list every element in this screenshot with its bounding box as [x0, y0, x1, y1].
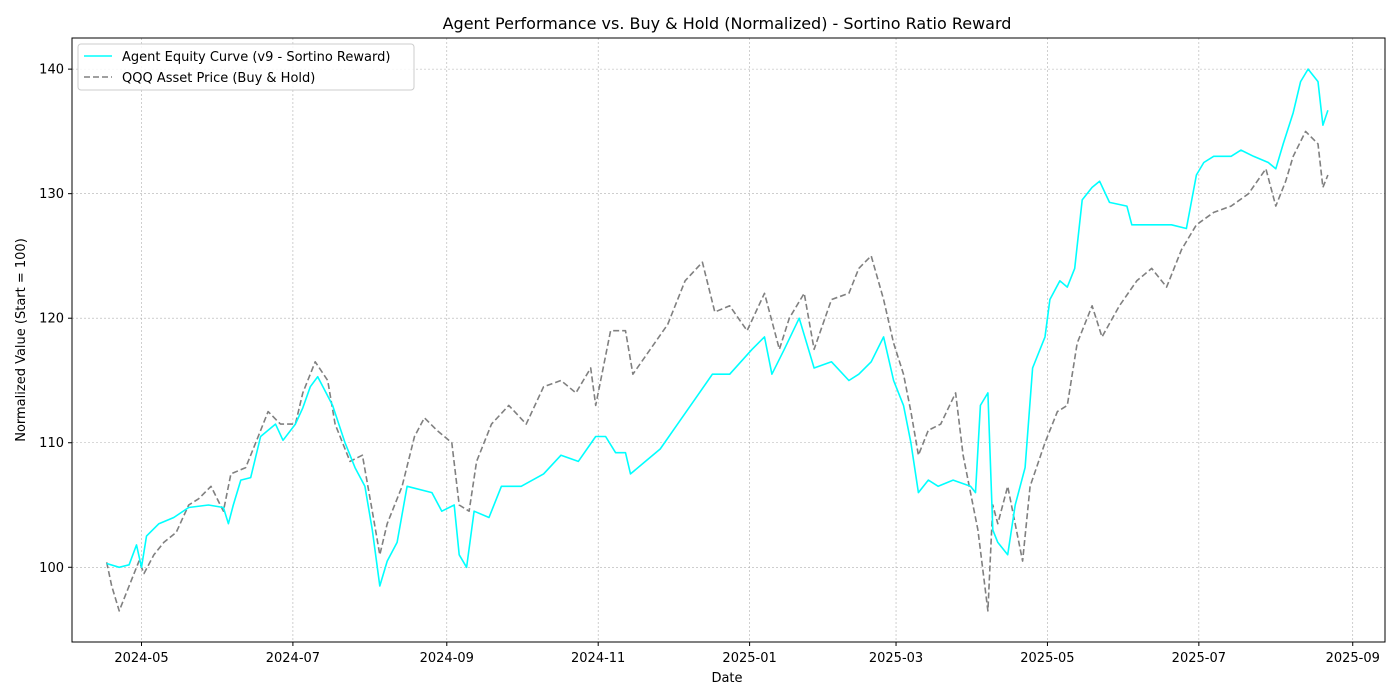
y-tick-label: 100 — [39, 561, 64, 576]
legend-label-qqq: QQQ Asset Price (Buy & Hold) — [122, 71, 315, 86]
x-axis-label: Date — [711, 671, 742, 686]
x-tick-label: 2025-07 — [1172, 651, 1226, 666]
y-tick-label: 130 — [39, 187, 64, 202]
series-layer — [105, 68, 1329, 612]
grid-lines — [72, 38, 1385, 642]
legend-label-agent-equity: Agent Equity Curve (v9 - Sortino Reward) — [122, 50, 390, 65]
x-tick-label: 2025-05 — [1020, 651, 1074, 666]
y-axis-label: Normalized Value (Start = 100) — [14, 238, 29, 442]
x-tick-label: 2024-07 — [266, 651, 320, 666]
legend: Agent Equity Curve (v9 - Sortino Reward)… — [77, 43, 415, 91]
x-tick-label: 2025-01 — [722, 651, 776, 666]
x-tick-label: 2025-03 — [869, 651, 923, 666]
legend-box — [77, 43, 415, 91]
y-axis-ticks: 100 110 120 130 140 — [39, 63, 72, 576]
chart-title: Agent Performance vs. Buy & Hold (Normal… — [443, 14, 1012, 33]
y-tick-label: 140 — [39, 63, 64, 78]
plot-frame — [71, 37, 1386, 643]
y-tick-label: 110 — [39, 436, 64, 451]
series-line-agent-equity — [106, 68, 1329, 587]
y-tick-label: 120 — [39, 312, 64, 327]
x-tick-label: 2024-11 — [571, 651, 625, 666]
x-tick-label: 2024-05 — [114, 651, 168, 666]
x-axis-ticks: 2024-05 2024-07 2024-09 2024-11 2025-01 2025-… — [114, 642, 1380, 666]
x-tick-label: 2025-09 — [1326, 651, 1380, 666]
series-line-qqq — [105, 130, 1329, 612]
x-tick-label: 2024-09 — [420, 651, 474, 666]
